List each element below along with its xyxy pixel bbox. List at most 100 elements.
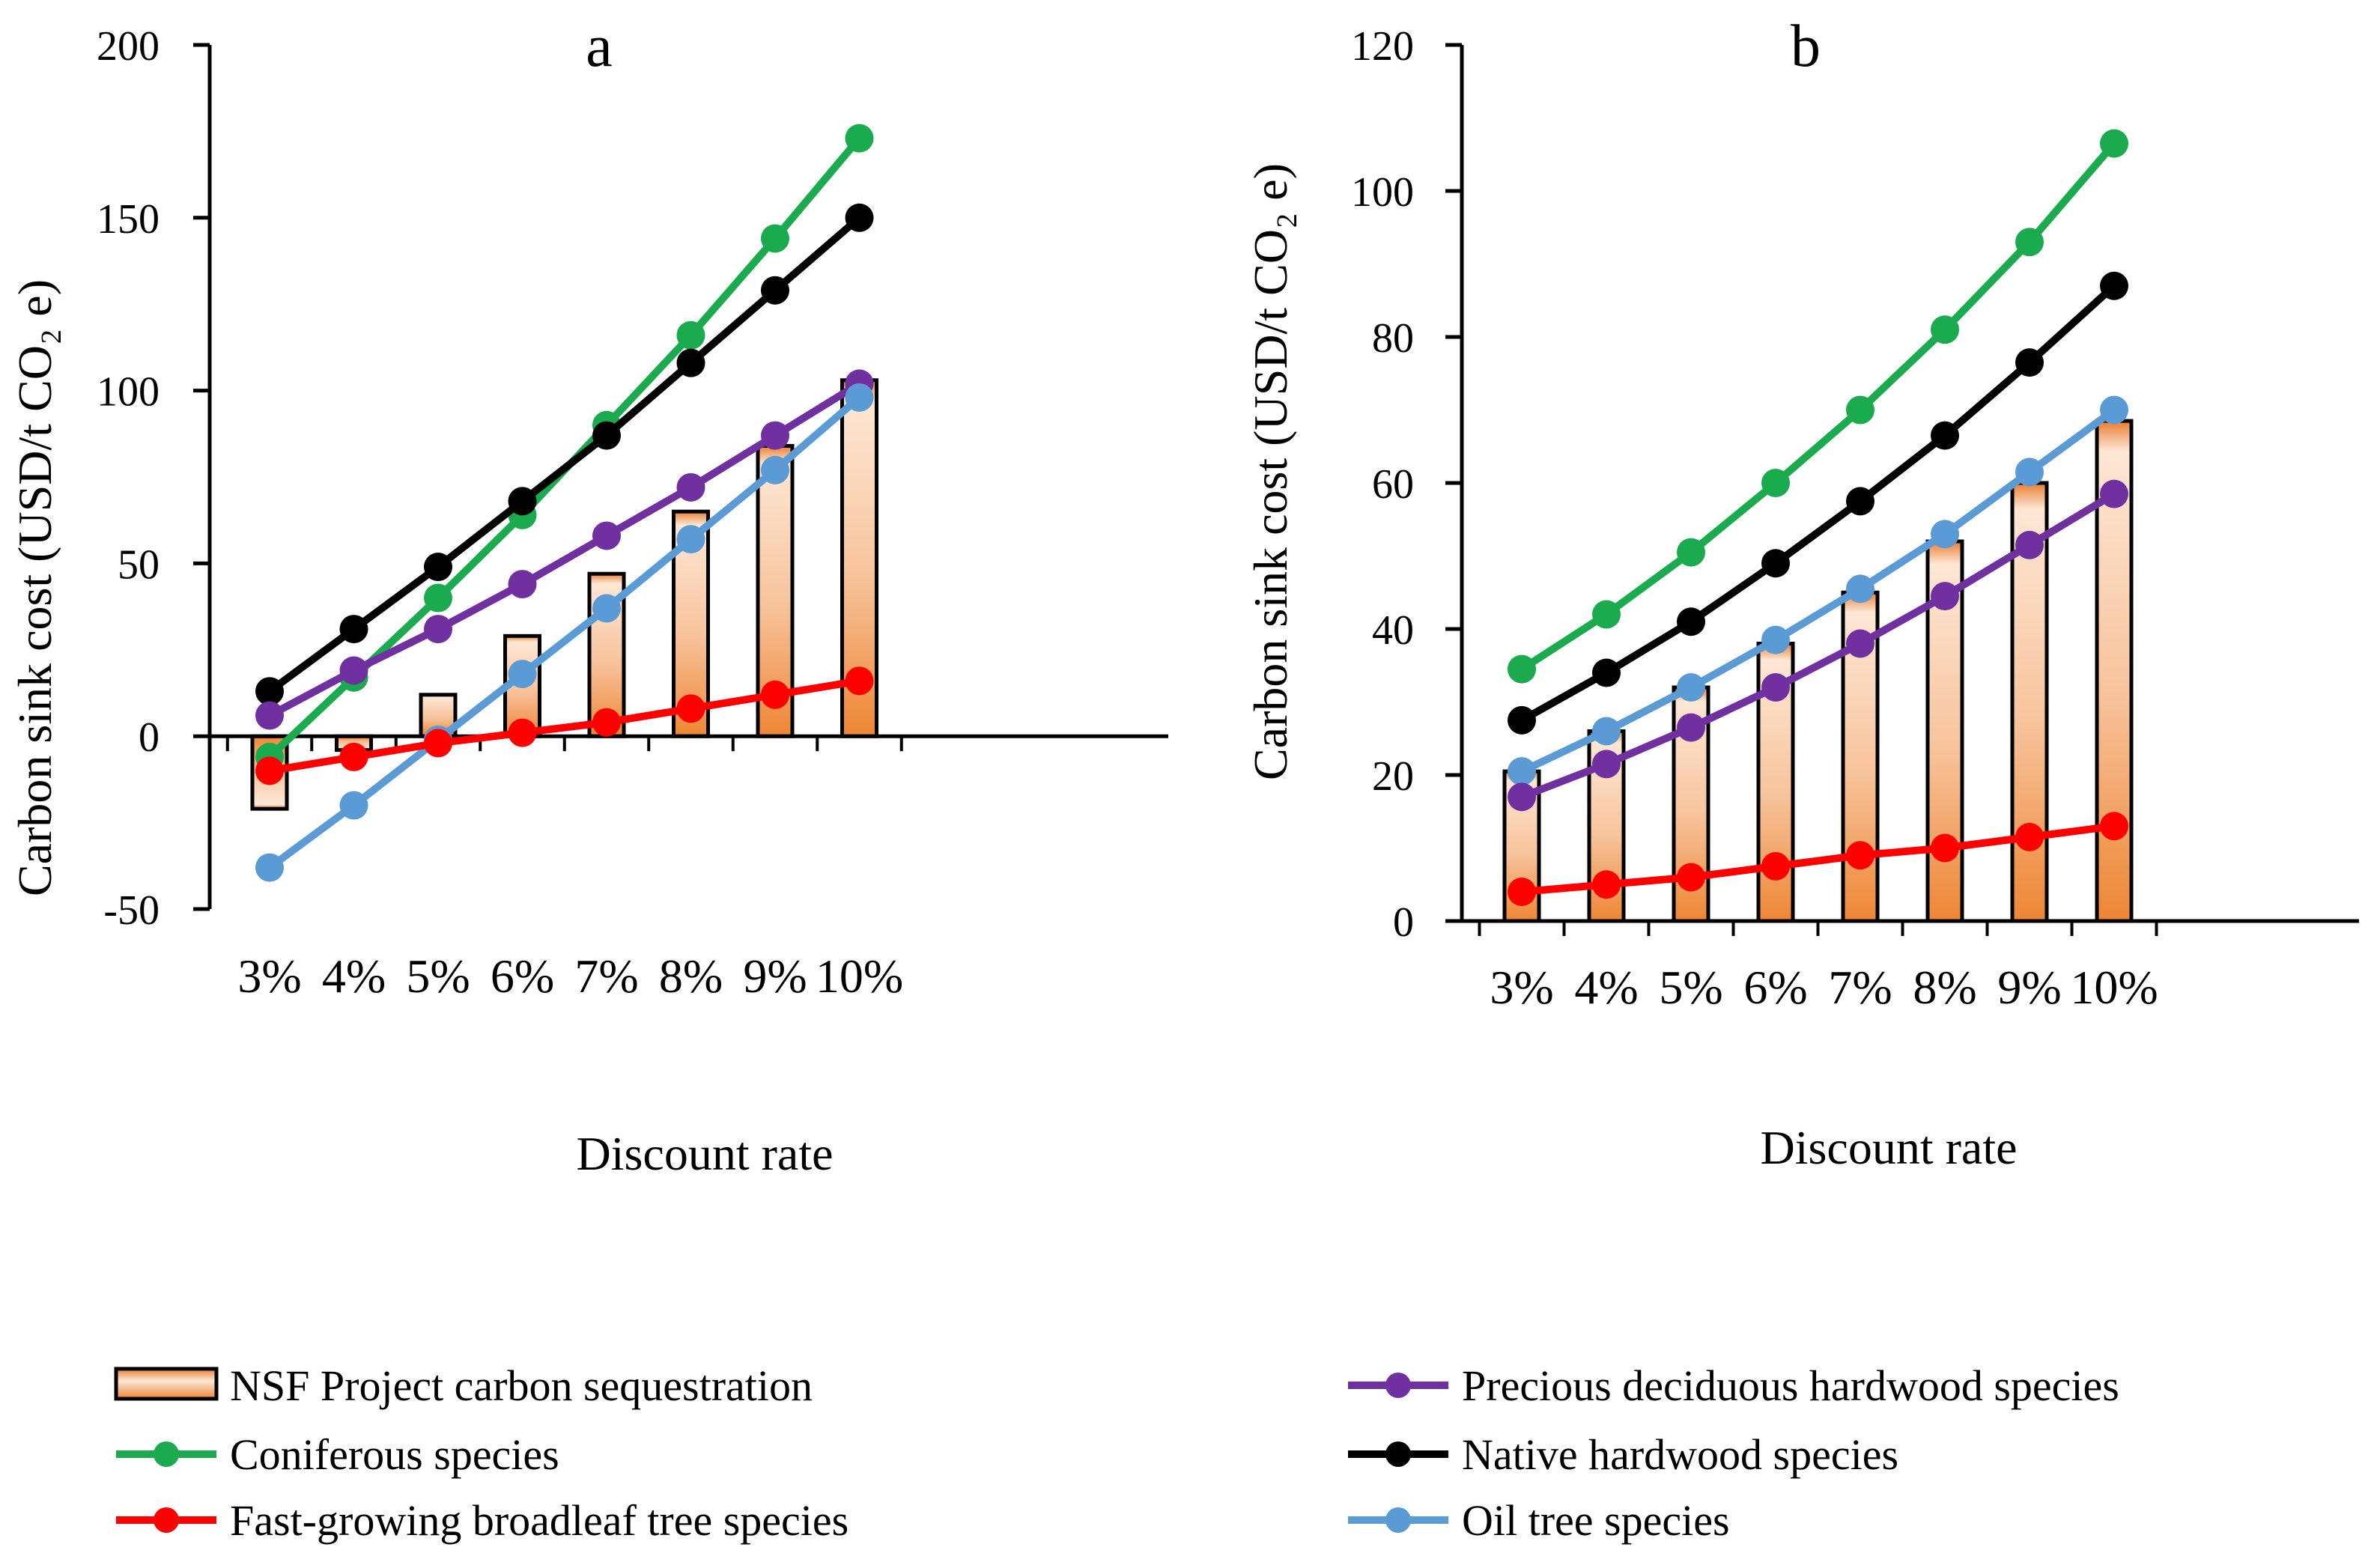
panel-a-x-tick-label: 9% [743,949,807,1003]
panel-a-point-fast-growing-broadleaf-tree-species-6pct [508,718,537,747]
legend-item-nsf-project-carbon-sequestration: NSF Project carbon sequestration [114,1361,813,1410]
panel-a-point-oil-tree-species-9pct [761,455,789,484]
panel-a-point-fast-growing-broadleaf-tree-species-4pct [339,742,368,771]
panel-b-x-ticks: 3% 4% 5% 6% 7% 8% 9% 10% [1478,921,2158,1014]
legend-item-native-hardwood-species: Native hardwood species [1348,1430,1898,1479]
panel-b-series-precious-deciduous-hardwood-species [1508,479,2128,812]
panel-a-point-precious-deciduous-hardwood-species-5pct [424,615,452,644]
panel-b-series-coniferous-species [1508,129,2128,684]
panel-a-x-axis-label: Discount rate [577,1127,834,1180]
panel-a-series-native-hardwood-species [255,203,874,706]
legend-label: Coniferous species [230,1430,559,1479]
panel-b-line-precious-deciduous-hardwood-species [1518,490,2118,801]
panel-a-point-fast-growing-broadleaf-tree-species-7pct [592,708,621,737]
panel-b-x-tick-label: 8% [1913,961,1976,1014]
panel-b-point-oil-tree-species-5pct [1677,673,1705,702]
panel-a-point-fast-growing-broadleaf-tree-species-9pct [761,680,789,709]
panel-a: a Carbon sink cost (USD/t CO₂ e) Discoun… [8,13,1168,1180]
panel-a-point-oil-tree-species-3pct [255,853,284,882]
panel-b-line-native-hardwood-species [1518,282,2118,724]
panel-a-point-native-hardwood-species-8pct [676,348,705,377]
panel-b-point-precious-deciduous-hardwood-species-9pct [2015,530,2044,559]
panel-a-line-fast-growing-broadleaf-tree-species [266,677,863,775]
panel-a-line-precious-deciduous-hardwood-species [266,380,863,720]
panel-b-point-native-hardwood-species-5pct [1677,607,1705,636]
panel-a-point-precious-deciduous-hardwood-species-6pct [508,570,537,599]
panel-b-point-coniferous-species-10pct [2100,129,2128,158]
panel-b-x-tick-label: 9% [1997,961,2061,1014]
panel-a-point-oil-tree-species-7pct [592,594,621,623]
panel-b-point-native-hardwood-species-6pct [1761,549,1790,578]
panel-a-line-oil-tree-species [266,393,863,872]
panel-b-point-precious-deciduous-hardwood-species-6pct [1761,673,1790,702]
panel-b-line-oil-tree-species [1518,406,2118,776]
legend-label: Native hardwood species [1462,1430,1898,1479]
panel-a-point-oil-tree-species-4pct [339,791,368,820]
panel-b-point-coniferous-species-8pct [1931,315,1959,344]
panel-a-y-ticks: -50 0 50 100 150 200 [97,23,210,934]
panel-b-point-native-hardwood-species-7pct [1846,487,1874,516]
panel-a-point-precious-deciduous-hardwood-species-9pct [761,421,789,450]
panel-b-point-fast-growing-broadleaf-tree-species-9pct [2015,822,2044,851]
legend-label: Fast-growing broadleaf tree species [230,1496,849,1545]
panel-a-point-precious-deciduous-hardwood-species-8pct [676,472,705,502]
panel-a-point-coniferous-species-5pct [424,583,452,613]
panel-b-point-precious-deciduous-hardwood-species-4pct [1592,750,1621,779]
panel-b-point-fast-growing-broadleaf-tree-species-8pct [1931,833,1959,863]
panel-b-point-coniferous-species-9pct [2015,228,2044,257]
panel-b-point-coniferous-species-6pct [1761,469,1790,497]
panel-b-point-native-hardwood-species-3pct [1508,705,1536,735]
legend-marker-swatch [1385,1441,1411,1467]
panel-b-y-tick-label: 40 [1372,607,1414,654]
panel-b-series-oil-tree-species [1508,395,2128,786]
legend-label: Oil tree species [1462,1496,1730,1545]
panel-a-y-tick-label: 200 [97,23,160,70]
panel-a-point-oil-tree-species-8pct [676,525,705,554]
panel-b-point-oil-tree-species-4pct [1592,717,1621,746]
legend-marker-swatch [1385,1507,1411,1533]
panel-a-line-native-hardwood-species [266,213,863,696]
panel-a-y-tick-label: 100 [97,369,160,416]
panel-b-y-tick-label: 100 [1351,169,1414,216]
panel-a-y-axis-label: Carbon sink cost (USD/t CO₂ e) [8,279,61,896]
panel-a-y-tick-label: 50 [118,541,160,588]
legend-marker-swatch [1385,1373,1411,1398]
panel-b-point-oil-tree-species-7pct [1846,574,1874,604]
panel-b-y-tick-label: 60 [1372,461,1414,508]
panel-b-point-native-hardwood-species-9pct [2015,348,2044,377]
legend-item-precious-deciduous-hardwood-species: Precious deciduous hardwood species [1348,1361,2119,1410]
panel-b-x-tick-label: 4% [1574,961,1638,1014]
panel-b-point-precious-deciduous-hardwood-species-3pct [1508,782,1536,812]
panel-a-point-fast-growing-broadleaf-tree-species-5pct [424,729,452,758]
panel-b-lines [1508,129,2128,906]
panel-b-point-fast-growing-broadleaf-tree-species-6pct [1761,851,1790,881]
legend-item-coniferous-species: Coniferous species [116,1430,559,1479]
panel-a-point-coniferous-species-10pct [845,124,874,153]
panel-a-x-tick-label: 7% [574,949,638,1003]
legend-bar-swatch [114,1367,219,1401]
panel-b-series-native-hardwood-species [1508,271,2128,735]
panel-b-x-tick-label: 10% [2070,961,2158,1014]
panel-a-x-tick-label: 5% [406,949,470,1003]
panel-b-y-axis-label: Carbon sink cost (USD/t CO₂ e) [1244,163,1297,780]
legend-item-oil-tree-species: Oil tree species [1348,1496,1730,1545]
panel-a-x-tick-label: 8% [659,949,723,1003]
panel-b-point-coniferous-species-3pct [1508,654,1536,684]
panel-b-y-tick-label: 0 [1393,899,1414,946]
panel-a-title: a [586,13,613,79]
panel-b-point-fast-growing-broadleaf-tree-species-10pct [2100,812,2128,841]
panel-b-line-coniferous-species [1518,139,2118,673]
panel-b-y-tick-label: 120 [1351,23,1414,70]
panel-b-point-oil-tree-species-3pct [1508,757,1536,786]
panel-a-x-ticks: 3% 4% 5% 6% 7% 8% 9% 10% [225,736,903,1003]
legend-marker-swatch [154,1507,179,1533]
panel-a-x-tick-label: 10% [816,949,903,1003]
panel-b-point-native-hardwood-species-10pct [2100,271,2128,300]
legend-label: Precious deciduous hardwood species [1462,1361,2119,1410]
legend-marker-swatch [154,1441,179,1467]
panel-b-point-oil-tree-species-8pct [1931,520,1959,549]
legend: NSF Project carbon sequestration Precious… [114,1361,2119,1545]
panel-b-point-oil-tree-species-10pct [2100,395,2128,425]
panel-b-title: b [1791,13,1821,79]
panel-b-point-precious-deciduous-hardwood-species-10pct [2100,479,2128,508]
